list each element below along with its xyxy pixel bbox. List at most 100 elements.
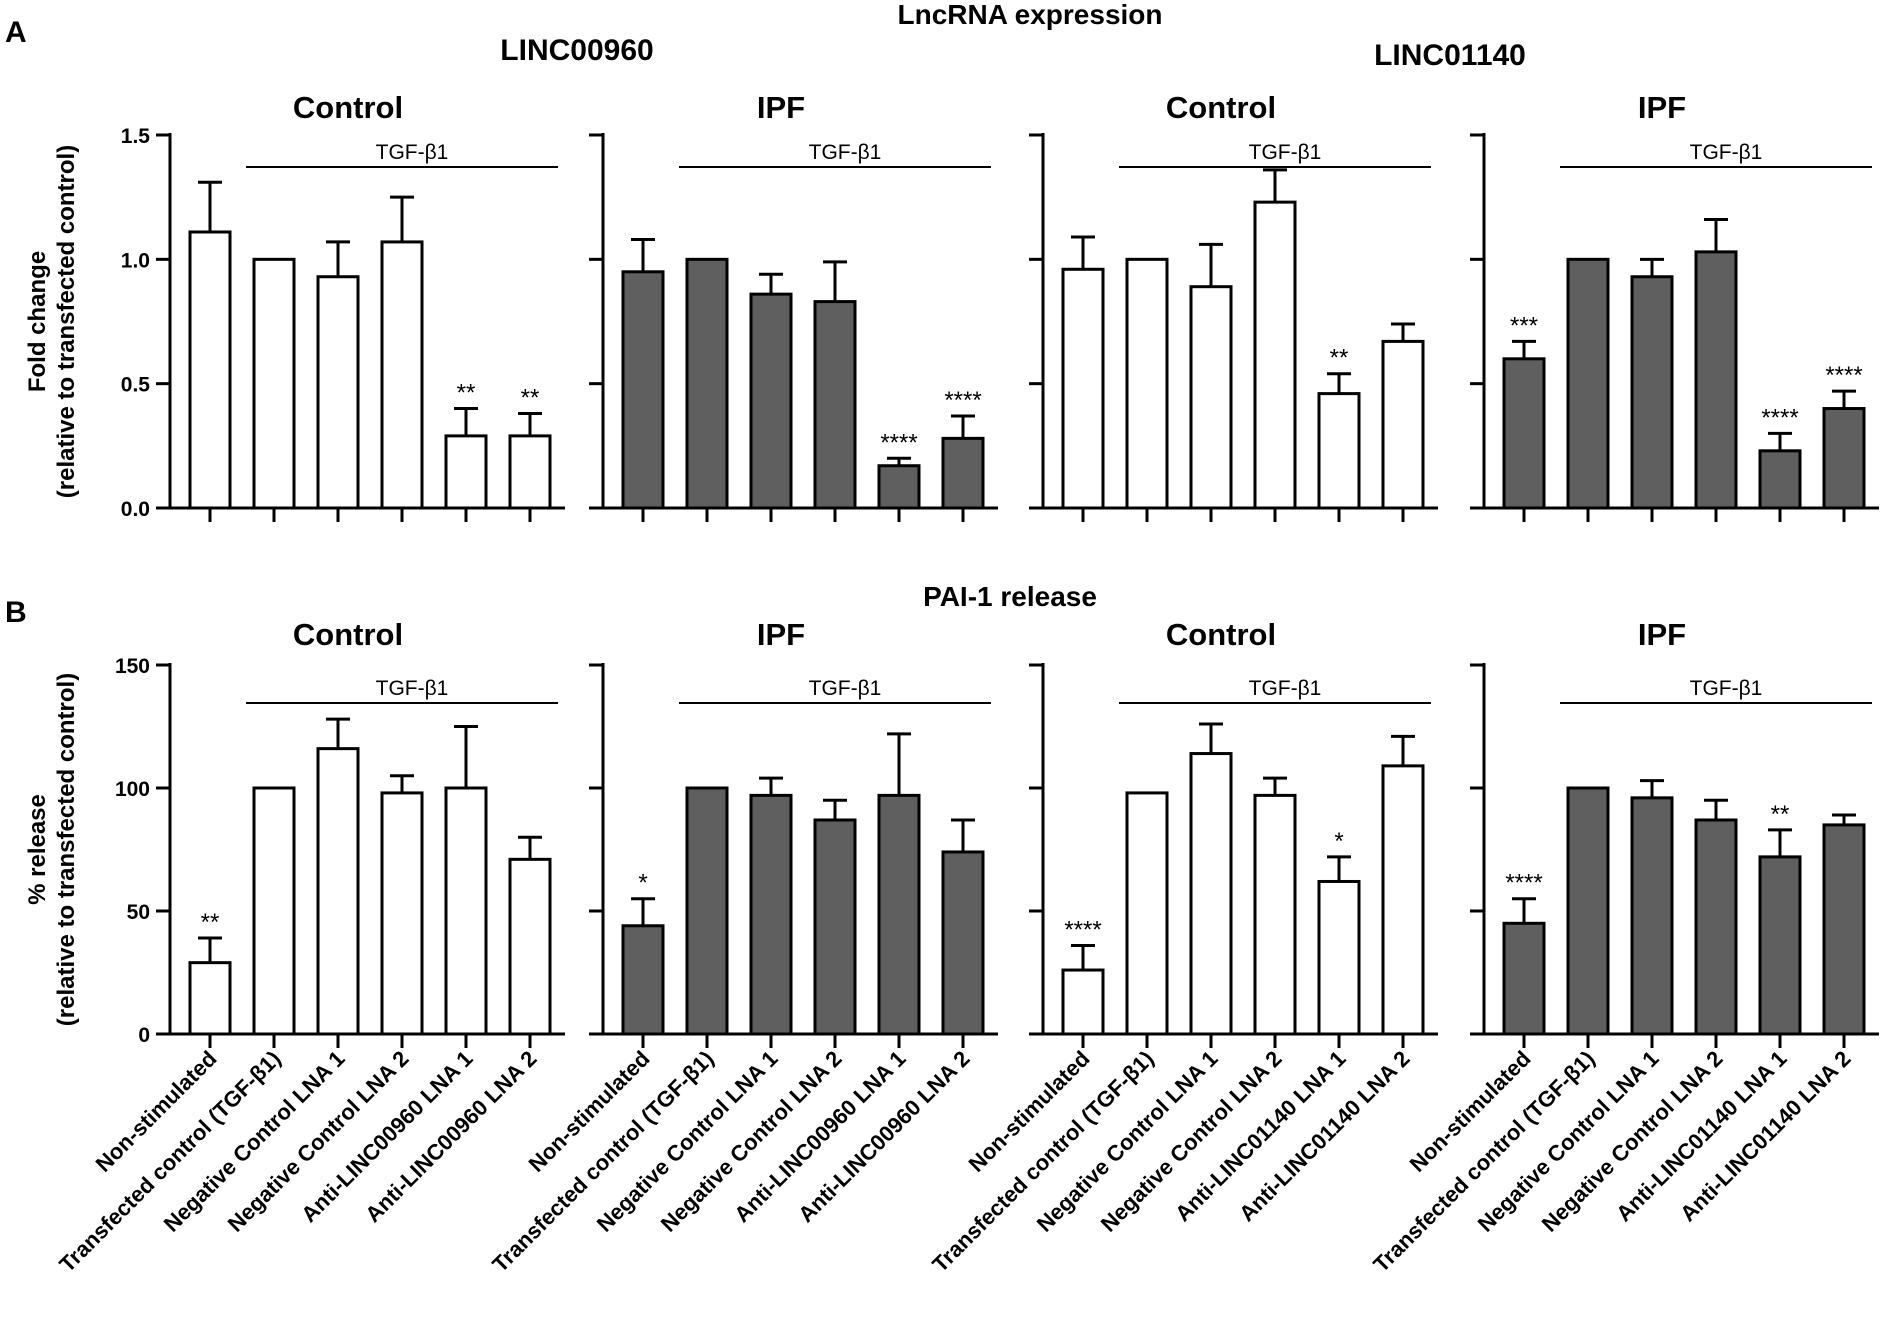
tgf-bracket-label: TGF-β1 [376,677,449,700]
bar [1502,357,1546,510]
significance-label: **** [1825,362,1862,389]
y-tick-label: 50 [127,901,150,924]
bar [749,793,793,1036]
section-title-lncrna-expression: LncRNA expression [897,0,1162,30]
chart-panel-1: 0.0 0.5 1.0 1.5 Fold change (relative to tran… [24,90,565,522]
significance-label: **** [944,387,981,414]
gene-title-linc00960: LINC00960 [500,34,653,67]
panel-title: Control [1166,90,1276,125]
significance-label: **** [880,429,917,456]
bar [1822,823,1866,1036]
panel-title: Control [1166,617,1276,652]
tgf-bracket-label: TGF-β1 [809,141,882,164]
y-tick-label: 0.0 [121,498,150,521]
bar [1694,818,1738,1036]
bar [1189,752,1233,1036]
bar [1694,250,1738,510]
section-title-pai1-release: PAI-1 release [923,581,1097,612]
chart-panel-3: Control TGF-β1 ** [1029,90,1438,522]
bar [316,747,360,1036]
significance-label: **** [1064,916,1101,943]
tgf-bracket-label: TGF-β1 [1690,677,1763,700]
y-tick-label: 1.0 [121,249,150,272]
bar [380,240,424,510]
significance-label: ** [201,909,220,936]
tgf-bracket-label: TGF-β1 [1249,677,1322,700]
y-tick-label: 0.5 [121,374,151,397]
bar [380,791,424,1036]
bar [252,786,296,1036]
bar [1317,879,1361,1036]
bar [1566,257,1610,510]
bar [1381,339,1425,510]
bar [685,786,729,1036]
bar [941,436,985,510]
bar [685,257,729,510]
tgf-bracket-label: TGF-β1 [809,677,882,700]
bar [749,292,793,510]
bar [1822,407,1866,510]
significance-label: ** [521,385,540,412]
chart-panel-7: ControlTGF-β1****Non-stimulatedTransfect… [927,617,1438,1277]
bar [444,786,488,1036]
chart-panel-5: 0 50 100 150 % release (relative to transfect… [24,617,565,1277]
bar [877,793,921,1036]
panel-title: Control [293,90,403,125]
bar [444,434,488,510]
bar [1125,791,1169,1036]
y-tick-label: 150 [115,655,150,678]
significance-label: **** [1761,404,1798,431]
y-tick-label: 0 [138,1024,150,1047]
significance-label: ** [457,380,476,407]
bar [1758,855,1802,1036]
y-axis-label: % release [24,794,51,905]
panel-letter-a: A [5,16,27,49]
y-axis-label-detail: (relative to transfected control) [53,145,80,498]
y-tick-label: 100 [115,778,150,801]
bar [813,300,857,510]
bar [1381,764,1425,1036]
panel-title: Control [293,617,403,652]
tgf-bracket-label: TGF-β1 [1690,141,1763,164]
bar [1061,968,1105,1036]
bar [508,434,552,510]
bar [188,961,232,1036]
significance-label: * [638,870,647,897]
bar [252,257,296,510]
tgf-bracket-label: TGF-β1 [1249,141,1322,164]
y-axis-label-detail: (relative to transfected control) [53,673,80,1026]
bar [1253,200,1297,510]
bar [1630,796,1674,1036]
bar [621,270,665,510]
bar [621,924,665,1036]
bar [1630,275,1674,510]
bar [1502,921,1546,1036]
gene-title-linc01140: LINC01140 [1374,39,1526,72]
significance-label: **** [1505,870,1542,897]
bar [508,857,552,1036]
panel-title: IPF [757,617,805,652]
significance-label: * [1334,828,1343,855]
panel-letter-b: B [5,596,27,629]
y-tick-label: 1.5 [121,125,151,148]
significance-label: *** [1510,312,1538,339]
panel-title: IPF [1638,617,1686,652]
bar [1253,793,1297,1036]
bar [1125,257,1169,510]
bar [1061,267,1105,510]
tgf-bracket-label: TGF-β1 [376,141,449,164]
bar [941,850,985,1036]
bar [316,275,360,510]
bar [1758,449,1802,510]
bar [188,230,232,510]
y-axis-label: Fold change [24,251,51,392]
bar [813,818,857,1036]
bar [877,464,921,510]
significance-label: ** [1771,801,1790,828]
bar [1566,786,1610,1036]
panel-title: IPF [757,90,805,125]
